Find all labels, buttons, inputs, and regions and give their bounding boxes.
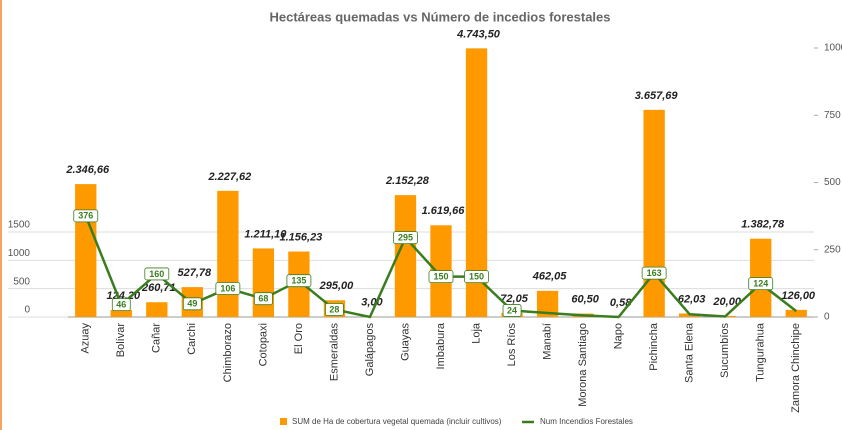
bar-label: 1.211,10 [244,228,287,240]
bar [643,109,665,317]
x-tick-label: Napo [613,323,625,349]
x-tick-label: Esmeraldas [328,323,340,382]
bar [785,309,807,317]
bar-label: 20,00 [712,296,741,308]
x-tick-label: Loja [470,322,482,344]
y2-tick-label: 250 [824,244,841,255]
x-tick-label: Bolívar [115,323,127,358]
line-label: 295 [398,233,413,243]
bar-label: 1.382,78 [741,219,785,231]
y-tick-label: 1500 [8,220,31,231]
bar-label: 3.657,69 [635,90,679,102]
bar [146,302,168,317]
x-tick-label: Tungurahua [755,322,767,382]
bar-label: 4.743,50 [456,28,501,40]
legend-label: SUM de Ha de cobertura vegetal quemada (… [292,417,502,426]
line-label-box [502,304,522,317]
line-label-box [286,274,312,288]
line-label: 135 [291,276,306,286]
y-tick-label: 500 [13,276,30,287]
x-tick-label: Santa Elena [684,322,696,383]
x-tick-label: Cañar [151,323,163,353]
x-tick-label: Sucumbíos [719,323,731,379]
bar-label: 2.227,62 [207,171,251,183]
x-tick-label: Cotopaxi [257,323,269,366]
bar-label: 72,05 [500,293,528,305]
bar [75,184,97,317]
bar-label: 60,50 [571,293,599,305]
x-tick-label: Morona Santiago [577,323,589,407]
bar-label: 62,03 [678,293,706,305]
y-tick-label: 1000 [8,248,31,259]
y2-tick-label: 1000 [824,43,842,54]
x-tick-label: Los Ríos [506,323,518,367]
bar [217,190,239,317]
bar-label: 260,71 [141,282,176,294]
line-label-box [144,267,170,281]
line-label: 106 [220,283,235,293]
chart-title: Hectáreas quemadas vs Número de incedios… [269,9,610,24]
line-label: 24 [507,305,517,315]
x-tick-label: El Oro [293,323,305,354]
bar-label: 2.346,66 [65,164,110,176]
line-label-box [73,209,99,223]
line-label: 124 [753,279,768,289]
bar-label: 462,05 [532,271,568,283]
bar-label: 527,78 [178,267,213,279]
line-label: 163 [647,268,662,278]
bar [252,248,275,317]
legend-label: Num Incendios Forestales [540,417,633,426]
bar-label: 295,00 [319,280,355,292]
bar-label: 1.156,23 [279,231,322,243]
y2-tick-label: 500 [824,177,841,188]
line-label-box [393,231,418,245]
line-label-box [748,277,774,291]
line-label: 46 [116,300,126,310]
line-label: 150 [469,272,484,282]
line-label-box [182,297,202,311]
x-tick-label: Galápagos [364,323,376,377]
line-label-box [464,270,489,284]
x-tick-label: Pichincha [648,322,660,371]
line-label: 376 [78,211,93,221]
line-label-box [253,292,273,306]
line-label: 160 [149,269,164,279]
y2-tick-label: 0 [824,312,830,323]
line-label: 28 [329,304,339,314]
x-tick-label: Carchi [186,323,198,355]
line-label-box [641,266,667,280]
x-tick-label: Manabí [541,323,553,360]
line-label: 49 [187,299,197,309]
y-tick-label: 0 [24,305,30,316]
x-tick-label: Guayas [399,323,411,361]
legend-swatch [280,418,287,425]
x-tick-label: Azuay [80,323,92,354]
y2-tick-label: 750 [824,110,841,121]
bar [394,195,417,317]
bar-label: 3,00 [361,297,383,309]
bar-label: 126,00 [781,290,816,302]
bar [536,290,559,317]
line-label-box [215,282,241,295]
line-label: 150 [433,272,448,282]
line-label-box [111,298,131,312]
line-label: 68 [258,294,268,304]
bar-label: 2.152,28 [385,175,430,187]
x-tick-label: Zamora Chinchipe [790,323,802,413]
x-tick-label: Imbabura [435,322,447,369]
bar-label: 1.619,66 [422,205,466,217]
bar [465,48,488,318]
x-tick-label: Chimborazo [222,323,234,382]
line-label-box [428,270,454,284]
line-label-box [325,303,344,316]
bar [110,309,132,317]
